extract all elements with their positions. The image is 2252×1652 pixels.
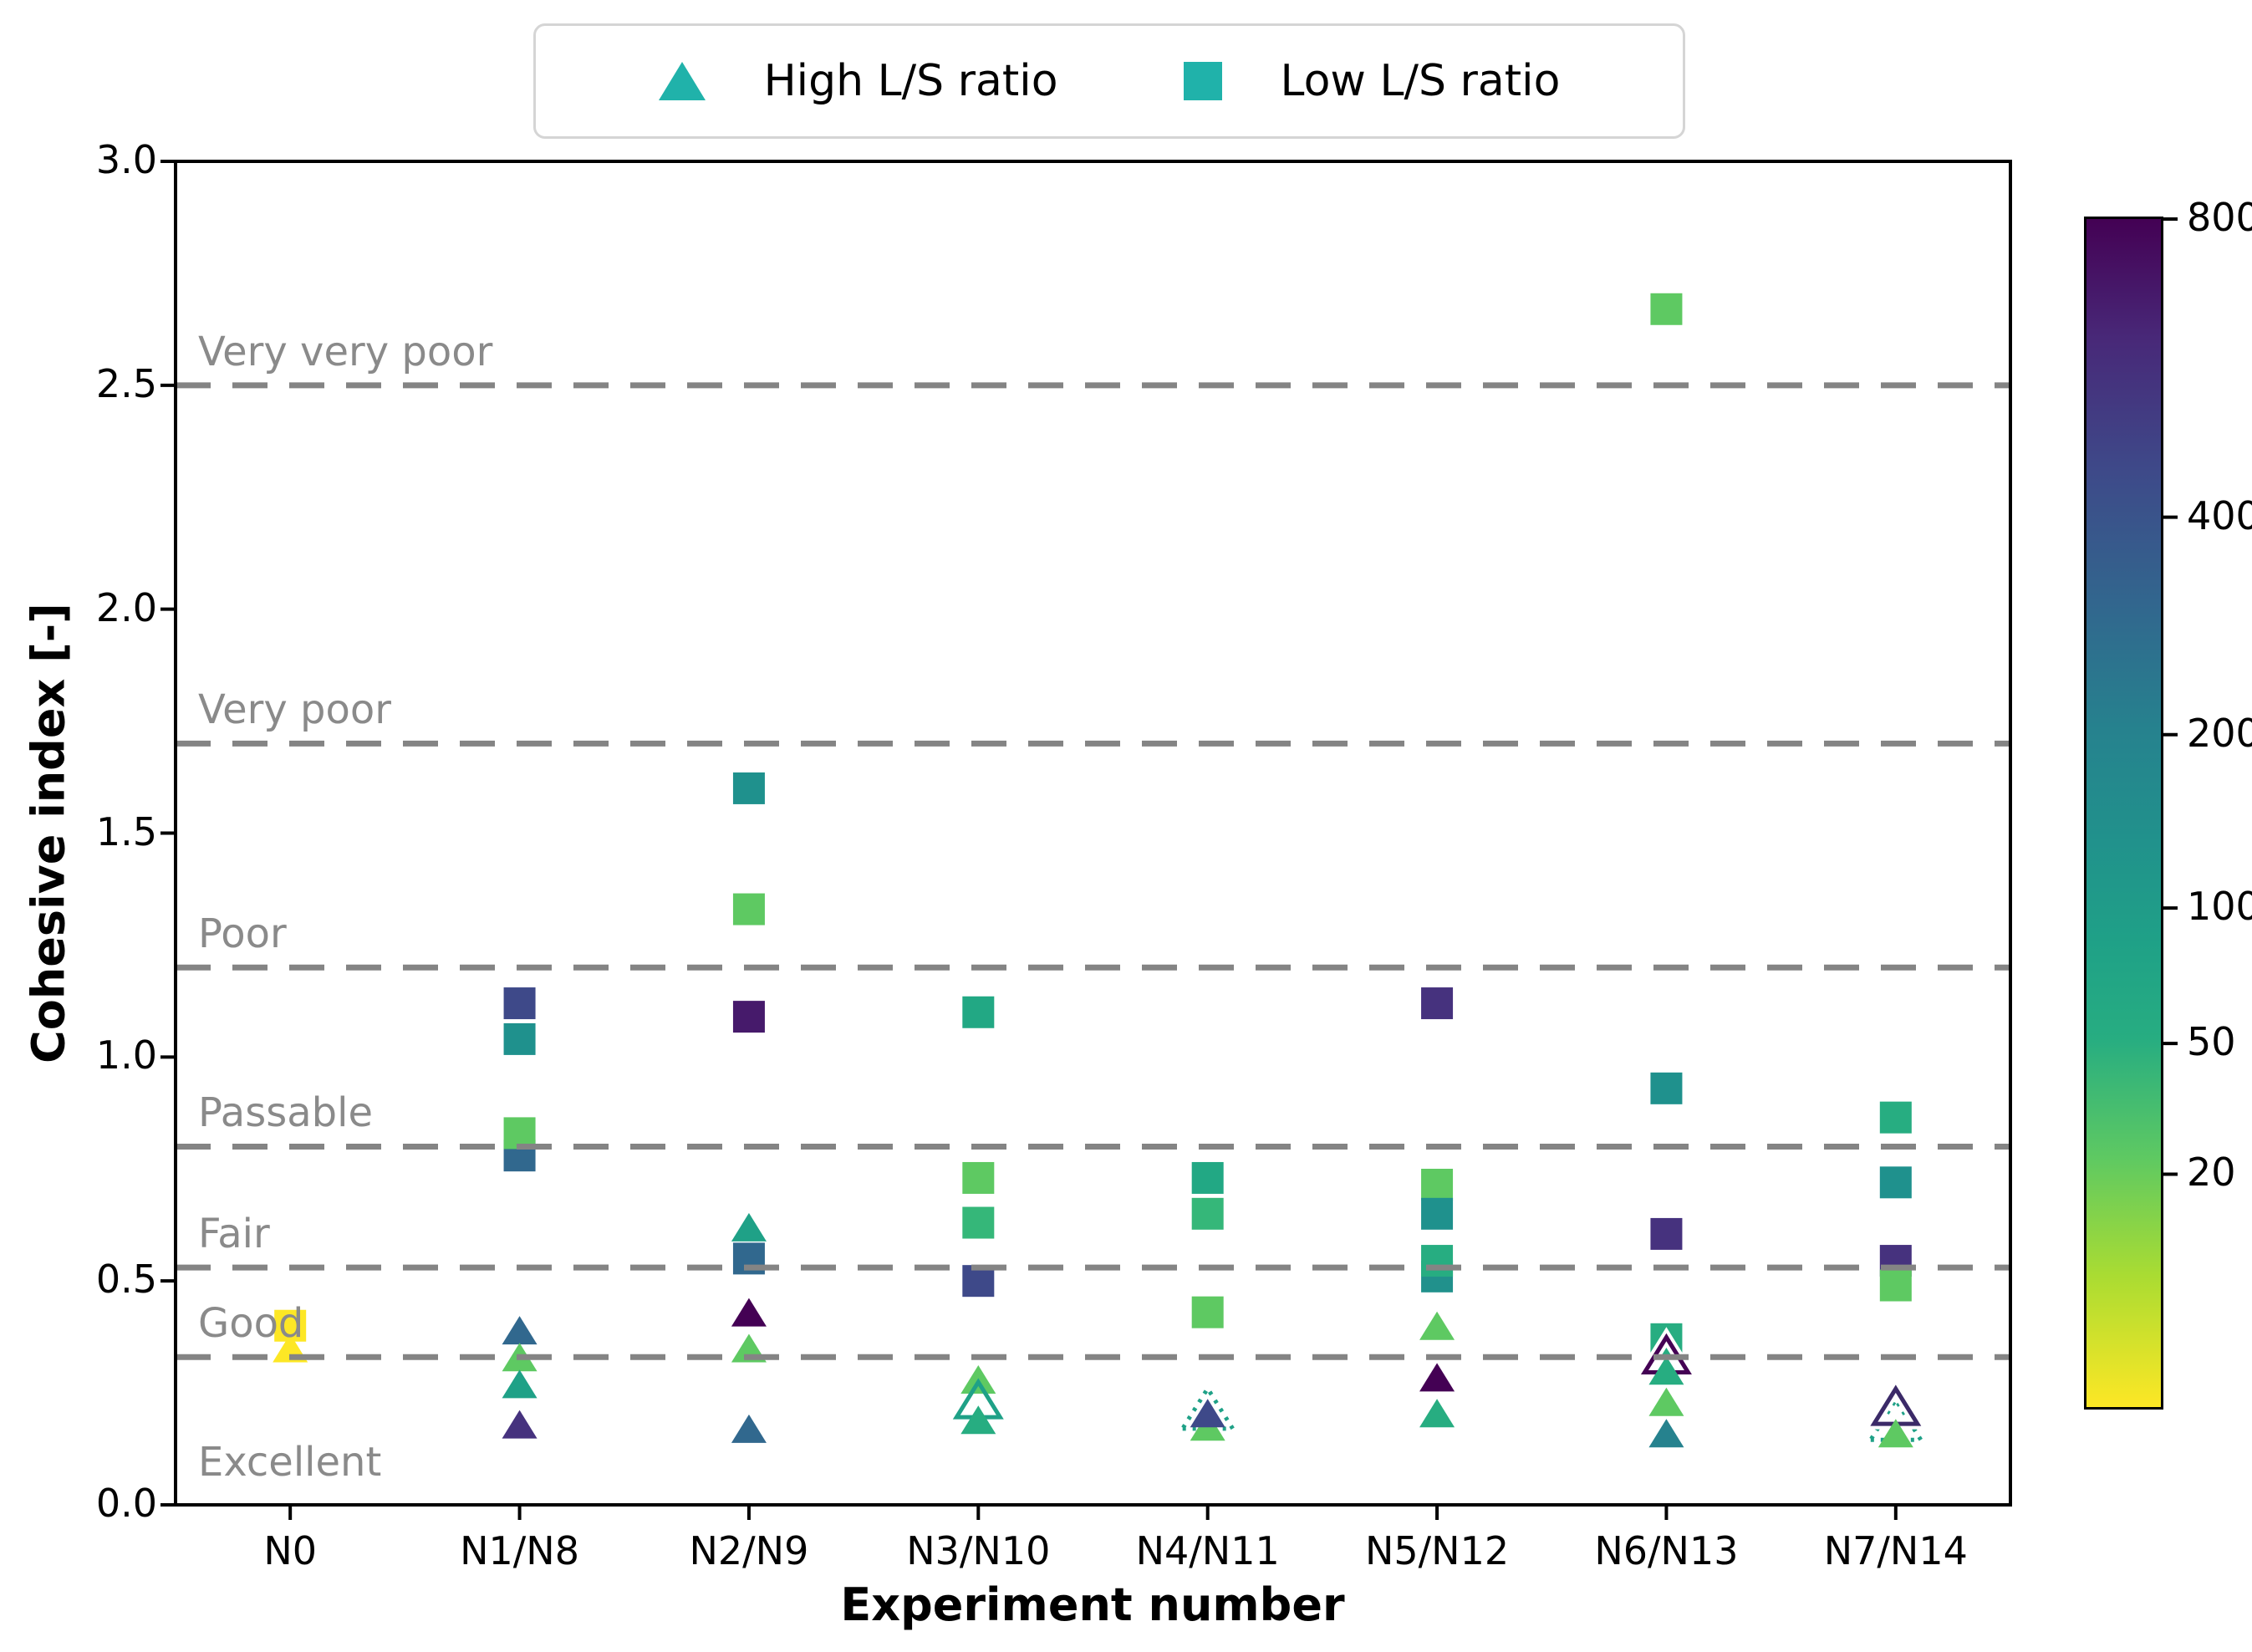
data-point-triangle [1419, 1311, 1455, 1340]
legend-label-high-ls: High L/S ratio [763, 56, 1058, 106]
data-point-square [732, 1001, 765, 1033]
data-point-square [1191, 1296, 1224, 1328]
data-point-square [1421, 987, 1454, 1020]
data-point-square [962, 1206, 995, 1239]
data-point-square [1191, 1197, 1224, 1230]
data-point-square [962, 1161, 995, 1194]
legend-item-low-ls: Low L/S ratio [1183, 56, 1561, 106]
plot-border [174, 160, 2012, 1507]
data-point-triangle-halo [1864, 1378, 1928, 1430]
data-point-square [1879, 1101, 1912, 1134]
triangle-marker-icon [658, 62, 706, 100]
data-point-triangle [1190, 1399, 1225, 1428]
legend: High L/S ratio Low L/S ratio [533, 23, 1685, 139]
data-point-square [1879, 1269, 1912, 1302]
data-point-triangle [1648, 1419, 1684, 1448]
colorbar-gradient [2084, 217, 2163, 1410]
data-point-triangle [960, 1405, 996, 1435]
data-point-square [1650, 1217, 1683, 1250]
data-point-square [1421, 1197, 1454, 1230]
data-point-square [1191, 1161, 1224, 1194]
data-point-triangle [1878, 1419, 1913, 1448]
data-point-triangle-hollow [1179, 1384, 1237, 1431]
legend-label-low-ls: Low L/S ratio [1280, 56, 1561, 106]
data-point-square [1421, 1245, 1454, 1277]
data-point-square [732, 772, 765, 804]
data-point-square [1879, 1166, 1912, 1199]
data-point-triangle [731, 1298, 767, 1327]
data-point-triangle [1419, 1363, 1455, 1392]
data-point-triangle [1648, 1387, 1684, 1416]
data-point-triangle [502, 1410, 538, 1439]
data-point-triangle [731, 1212, 767, 1242]
data-point-square [732, 893, 765, 925]
data-point-square [1650, 293, 1683, 325]
data-point-triangle [731, 1414, 767, 1443]
data-point-square [1650, 1072, 1683, 1104]
legend-item-high-ls: High L/S ratio [658, 56, 1058, 106]
data-point-triangle [502, 1316, 538, 1345]
data-point-square [503, 987, 536, 1020]
data-point-triangle [1419, 1399, 1455, 1428]
data-point-square [1421, 1168, 1454, 1201]
data-point-square [962, 996, 995, 1028]
data-point-triangle [502, 1369, 538, 1399]
data-point-square [503, 1022, 536, 1055]
data-point-triangle [1648, 1356, 1684, 1385]
square-marker-icon [1183, 62, 1222, 100]
